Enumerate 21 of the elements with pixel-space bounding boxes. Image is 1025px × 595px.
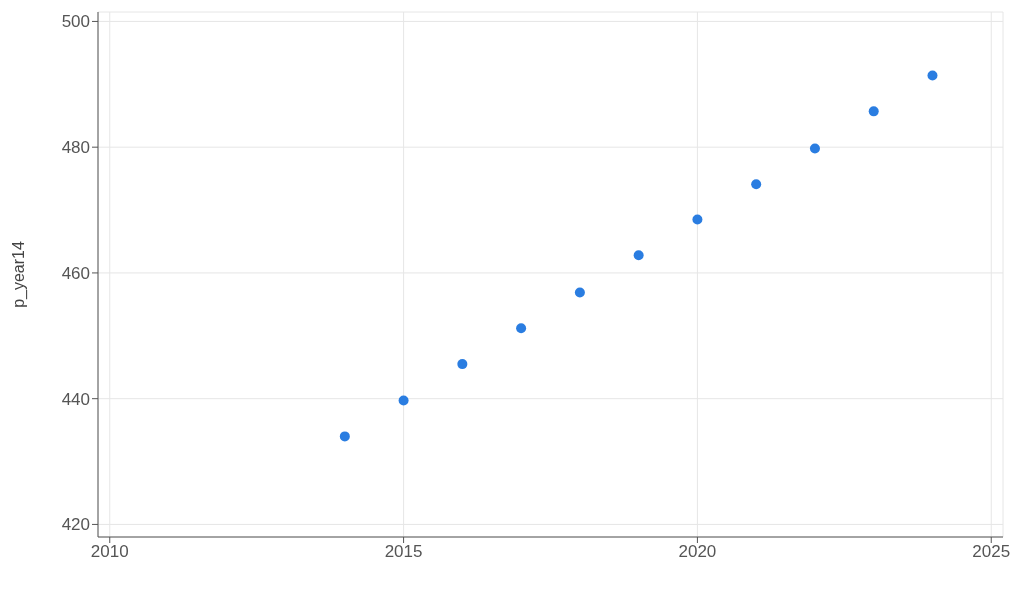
y-tick-label: 480 bbox=[61, 138, 90, 158]
x-tick-label: 2020 bbox=[678, 542, 717, 562]
point bbox=[633, 250, 644, 261]
point bbox=[398, 395, 409, 406]
x-tick-label: 2015 bbox=[384, 542, 423, 562]
y-tick-label: 460 bbox=[61, 263, 90, 283]
x-tick-label: 2010 bbox=[90, 542, 129, 562]
x-tick-label: 2025 bbox=[972, 542, 1011, 562]
point bbox=[868, 106, 879, 117]
point bbox=[927, 70, 938, 81]
point bbox=[751, 179, 762, 190]
y-tick-label: 500 bbox=[61, 12, 90, 32]
point bbox=[339, 431, 350, 442]
y-tick-label: 440 bbox=[61, 389, 90, 409]
y-tick-label: 420 bbox=[61, 515, 90, 535]
point bbox=[516, 323, 527, 334]
y-axis-title: p_year14 bbox=[9, 241, 28, 308]
point bbox=[457, 359, 468, 370]
point bbox=[692, 214, 703, 225]
point bbox=[574, 287, 585, 298]
point bbox=[809, 143, 820, 154]
